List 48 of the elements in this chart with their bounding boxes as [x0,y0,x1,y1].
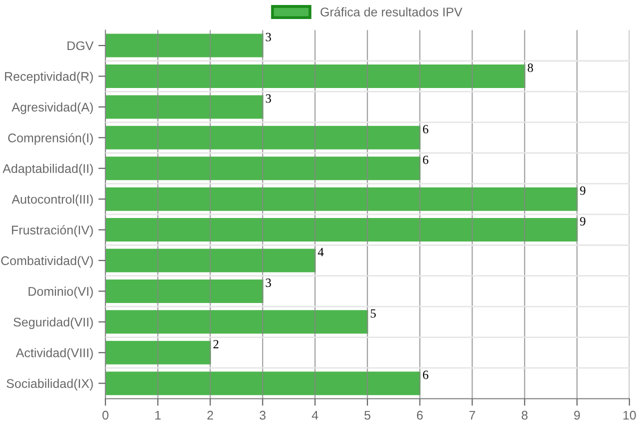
x-tick-label: 6 [416,410,423,420]
y-tick-label: Seguridad(VII) [14,317,93,330]
data-label: 2 [213,340,218,348]
y-tick-label: Frustración(IV) [12,225,93,237]
y-tick-label: Receptividad(R) [5,72,93,84]
bar [105,126,421,150]
bar [105,95,264,119]
x-tick-label: 0 [102,410,108,420]
x-tick-label: 2 [207,410,214,420]
data-label: 3 [266,278,272,287]
bar [105,156,421,180]
y-tick-label: Sociabilidad(IX) [6,378,93,390]
data-label: 4 [318,248,324,256]
data-label: 6 [422,156,428,164]
x-tick-label: 3 [260,410,266,420]
bar [105,372,421,396]
data-label: 3 [266,94,272,103]
x-tick-label: 10 [623,410,636,420]
data-label: 9 [580,217,586,226]
data-label: 3 [266,32,272,42]
x-tick-label: 5 [364,410,370,420]
y-tick-label: Agresividad(A) [12,102,93,114]
bar [105,310,368,334]
bar [105,279,264,303]
x-tick-label: 9 [574,410,580,420]
bar [105,34,264,58]
data-label: 8 [528,64,534,72]
bar [105,340,211,364]
y-tick-label: Dominio(VI) [28,286,93,298]
bar [105,218,578,242]
data-label: 6 [422,125,428,134]
x-tick-label: 1 [155,410,161,420]
bar [105,248,316,272]
y-tick-label: Comprensión(I) [8,133,93,145]
y-tick-label: Adaptabilidad(II) [2,164,93,176]
bar [105,187,578,211]
bar [105,64,526,88]
y-tick-label: Autocontrol(III) [12,194,93,206]
y-tick-label: DGV [68,41,94,50]
data-label: 5 [370,309,376,318]
data-label: 6 [422,370,428,380]
data-label: 9 [580,186,586,195]
legend-label: Gráfica de resultados IPV [320,7,462,16]
y-tick-label: Combatividad(V) [1,256,93,268]
y-tick-label: Actividad(VIII) [16,348,93,360]
x-tick-label: 8 [522,410,528,420]
x-tick-label: 7 [469,410,476,420]
x-tick-label: 4 [312,410,318,420]
